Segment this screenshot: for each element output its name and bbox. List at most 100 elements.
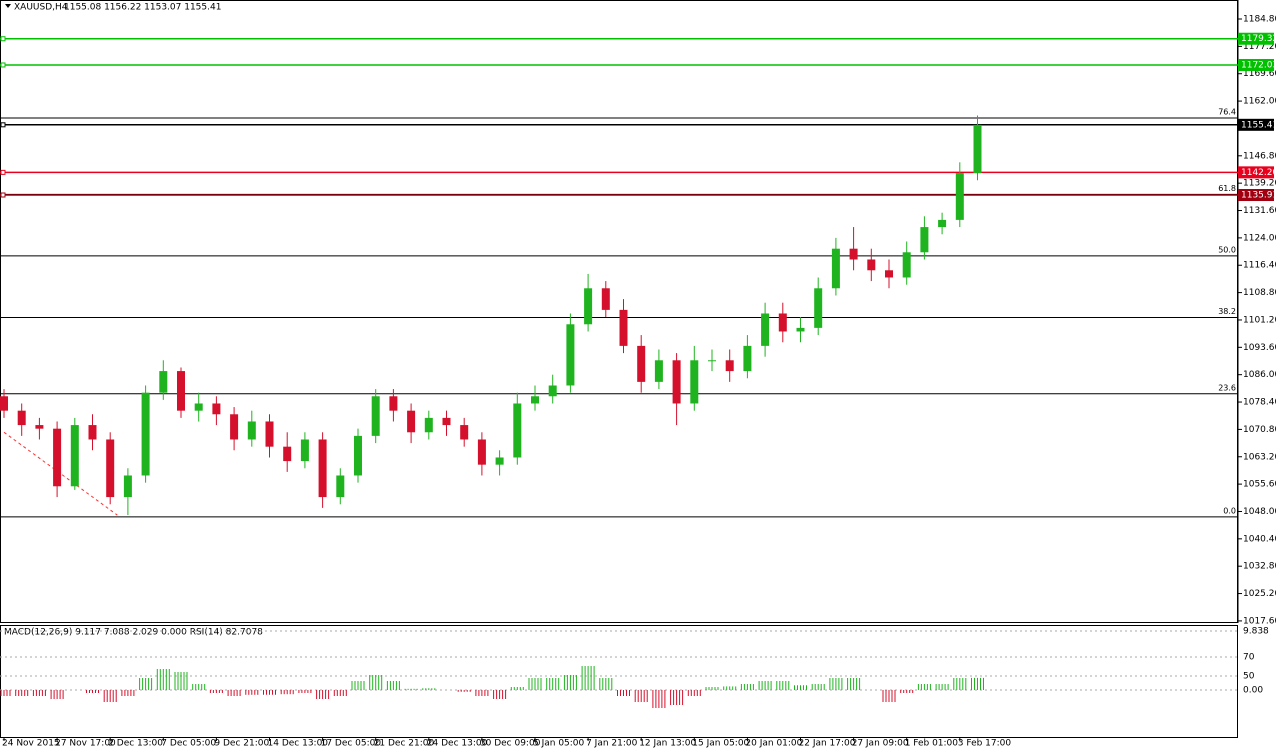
y-tick-label: 1040.40 xyxy=(1243,534,1276,544)
candle-body xyxy=(159,371,168,393)
fib-label: 0.0 xyxy=(1223,506,1236,515)
candle-body xyxy=(831,248,840,289)
candle-body xyxy=(230,414,239,440)
y-tick-label: 1093.60 xyxy=(1243,343,1276,353)
candle-body xyxy=(17,410,26,426)
fib-label: 38.2 xyxy=(1218,307,1236,316)
candle-body xyxy=(318,439,327,498)
candle-body xyxy=(283,446,292,462)
y-tick-label: 1055.60 xyxy=(1243,480,1276,490)
y-tick-label: 1086.00 xyxy=(1243,370,1276,380)
fib-label: 61.8 xyxy=(1218,184,1236,193)
candle-body xyxy=(708,360,716,362)
indicator-pane xyxy=(0,625,1238,738)
candle-body xyxy=(566,324,575,386)
candle-body xyxy=(141,392,150,476)
y-tick-label: 1017.60 xyxy=(1243,616,1276,626)
candle-body xyxy=(548,385,557,397)
fib-label: 50.0 xyxy=(1218,245,1236,254)
candle-body xyxy=(424,417,433,433)
candle-body xyxy=(619,309,628,346)
candle-body xyxy=(672,360,681,404)
y-tick-label: 0.00 xyxy=(1243,686,1263,696)
y-tick-label: 1070.80 xyxy=(1243,425,1276,435)
y-tick-label: 1124.00 xyxy=(1243,233,1276,243)
candle-body xyxy=(212,403,221,415)
x-tick-label: 27 Jan 09:00 xyxy=(852,739,909,748)
level-handle xyxy=(0,192,6,198)
candle-body xyxy=(867,259,876,271)
candle-body xyxy=(300,439,309,462)
menu-arrow[interactable] xyxy=(5,4,11,8)
candle-body xyxy=(920,227,929,253)
level-label: 1172.03 xyxy=(1241,60,1276,70)
fib-label: 76.4 xyxy=(1218,108,1236,117)
y-tick-label: 9.838 xyxy=(1243,626,1269,636)
candle-body xyxy=(513,403,522,458)
symbol: XAUUSD,H4 xyxy=(14,3,68,13)
y-tick-label: 1162.00 xyxy=(1243,97,1276,107)
candle-body xyxy=(973,124,982,174)
x-tick-label: 5 Jan 05:00 xyxy=(533,739,585,748)
candle-body xyxy=(265,421,274,447)
x-tick-label: 1 Feb 01:00 xyxy=(905,739,959,748)
y-tick-label: 1146.80 xyxy=(1243,151,1276,161)
y-tick-label: 1078.40 xyxy=(1243,398,1276,408)
indicator-title: MACD(12,26,9) 9.117 7.088 2.029 0.000 RS… xyxy=(4,628,263,638)
level-label: 1179.32 xyxy=(1241,34,1276,44)
candle-body xyxy=(761,313,770,346)
candle-body xyxy=(88,425,97,440)
candle-body xyxy=(637,345,646,382)
level-label: 1155.41 xyxy=(1241,120,1276,130)
x-tick-label: 27 Nov 17:00 xyxy=(55,739,116,748)
y-tick-label: 1048.00 xyxy=(1243,507,1276,517)
candle-body xyxy=(531,396,539,404)
candle-body xyxy=(106,439,115,498)
candle-body xyxy=(247,421,256,440)
level-box xyxy=(1238,189,1274,202)
candle-body xyxy=(938,219,947,228)
y-tick-label: 1139.20 xyxy=(1243,179,1276,189)
y-tick-label: 1116.40 xyxy=(1243,261,1276,271)
candle-body xyxy=(477,439,486,465)
price-pane xyxy=(0,0,1238,623)
candle-body xyxy=(849,248,858,260)
x-tick-label: 22 Jan 17:00 xyxy=(799,739,856,748)
candle-body xyxy=(902,252,911,278)
y2-tick-label: 70 xyxy=(1243,653,1255,663)
candle-body xyxy=(0,396,8,411)
candle-body xyxy=(584,288,593,325)
candle-body xyxy=(725,360,734,372)
level-handle xyxy=(0,62,6,68)
y-tick-label: 1131.60 xyxy=(1243,206,1276,216)
candle-body xyxy=(407,410,416,433)
x-tick-label: 17 Dec 05:00 xyxy=(321,739,382,748)
level-handle xyxy=(0,169,6,175)
candle-body xyxy=(389,396,398,411)
x-tick-label: 15 Jan 05:00 xyxy=(692,739,749,748)
level-handle xyxy=(0,36,6,42)
trendline xyxy=(3,431,118,516)
y-tick-label: 1032.80 xyxy=(1243,562,1276,572)
y-tick-label: 1169.60 xyxy=(1243,69,1276,79)
y-tick-label: 1025.20 xyxy=(1243,589,1276,599)
y2-tick-label: 50 xyxy=(1243,672,1255,682)
x-tick-label: 24 Dec 13:00 xyxy=(427,739,488,748)
level-box xyxy=(1238,58,1274,71)
candle-body xyxy=(796,327,805,332)
candle-body xyxy=(53,428,62,487)
y-tick-label: 1108.80 xyxy=(1243,288,1276,298)
fib-label: 23.6 xyxy=(1218,383,1236,392)
x-tick-label: 21 Dec 21:00 xyxy=(374,739,435,748)
candle-body xyxy=(336,475,345,498)
x-tick-label: 7 Jan 21:00 xyxy=(586,739,638,748)
level-label: 1142.20 xyxy=(1241,168,1276,178)
level-box xyxy=(1238,166,1274,179)
level-label: 1135.91 xyxy=(1241,191,1276,201)
candle-body xyxy=(123,475,132,498)
x-tick-label: 30 Dec 09:00 xyxy=(480,739,541,748)
candle-body xyxy=(690,360,699,404)
x-tick-label: 12 Jan 13:00 xyxy=(639,739,696,748)
y-tick-label: 1063.20 xyxy=(1243,452,1276,462)
